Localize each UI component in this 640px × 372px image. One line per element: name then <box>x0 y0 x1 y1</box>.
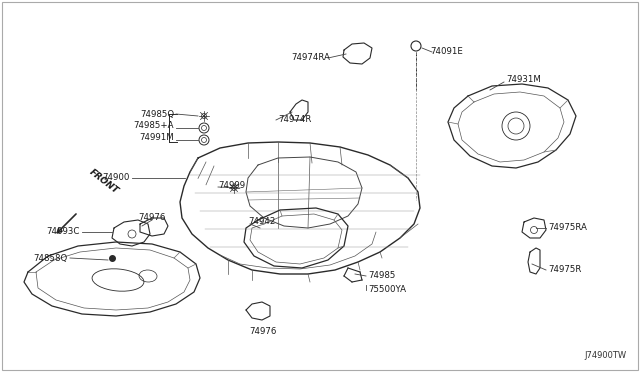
Text: 74975RA: 74975RA <box>548 224 587 232</box>
Text: 74091E: 74091E <box>430 48 463 57</box>
Text: 74900: 74900 <box>102 173 130 183</box>
Text: FRONT: FRONT <box>88 168 120 196</box>
Text: 74975R: 74975R <box>548 266 581 275</box>
Text: 74976: 74976 <box>138 214 166 222</box>
Text: 74858Q: 74858Q <box>34 253 68 263</box>
Text: 74991M: 74991M <box>140 134 174 142</box>
Text: 74985+A: 74985+A <box>134 122 174 131</box>
Text: 74974RA: 74974RA <box>291 54 330 62</box>
Text: 74931M: 74931M <box>506 76 541 84</box>
Text: 75500YA: 75500YA <box>368 285 406 295</box>
Text: 74093C: 74093C <box>47 228 80 237</box>
Text: 74999: 74999 <box>218 182 245 190</box>
Text: 74974R: 74974R <box>278 115 312 125</box>
Text: 74976: 74976 <box>250 327 276 337</box>
Text: 74985: 74985 <box>368 272 396 280</box>
Text: 74985Q: 74985Q <box>140 109 174 119</box>
Text: J74900TW: J74900TW <box>584 351 626 360</box>
Text: 74942: 74942 <box>248 218 275 227</box>
